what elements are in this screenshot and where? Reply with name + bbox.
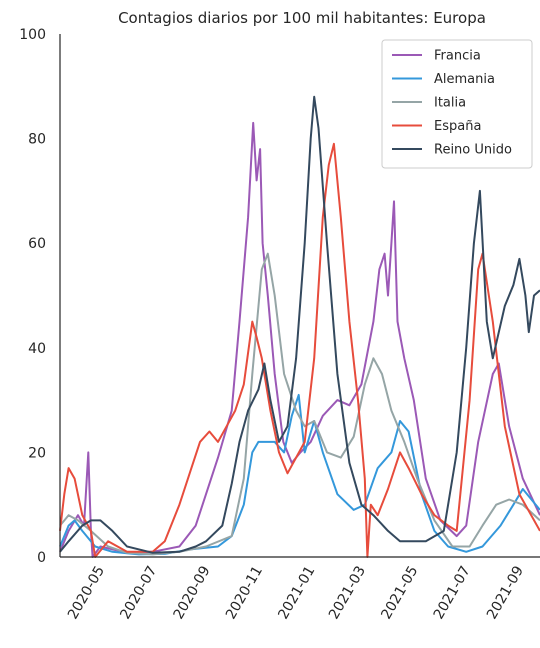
legend: Francia Alemania Italia España Reino Unido [381,39,533,169]
y-tick-label-5: 100 [19,27,46,43]
x-tick-label-3: 2020-11 [223,563,266,622]
legend-label-4: Reino Unido [434,143,512,158]
legend-label-1: Alemania [434,72,495,87]
legend-label-2: Italia [434,96,466,111]
y-tick-label-4: 80 [28,132,46,148]
x-tick-label-0: 2020-05 [65,563,108,622]
x-tick-label-1: 2020-07 [117,563,160,622]
legend-label-0: Francia [434,49,481,64]
chart-title: Contagios diarios por 100 mil habitantes… [118,9,486,27]
x-tick-label-4: 2021-01 [275,563,318,622]
x-tick-label-7: 2021-07 [431,563,474,622]
series-line-0 [59,121,540,558]
series-line-4 [59,95,540,554]
y-tick-label-1: 20 [28,445,46,461]
series-lines [59,95,540,558]
x-tick-label-2: 2020-09 [171,563,214,622]
y-tick-label-0: 0 [37,550,46,566]
y-tick-label-2: 40 [28,341,46,357]
legend-box [381,39,533,169]
series-line-2 [59,252,540,556]
y-tick-label-3: 60 [28,236,46,252]
x-tick-label-8: 2021-09 [484,563,527,622]
legend-label-3: España [434,119,481,134]
x-tick-label-5: 2021-03 [326,563,369,622]
x-tick-label-6: 2021-05 [378,563,421,622]
series-line-3 [59,142,540,558]
